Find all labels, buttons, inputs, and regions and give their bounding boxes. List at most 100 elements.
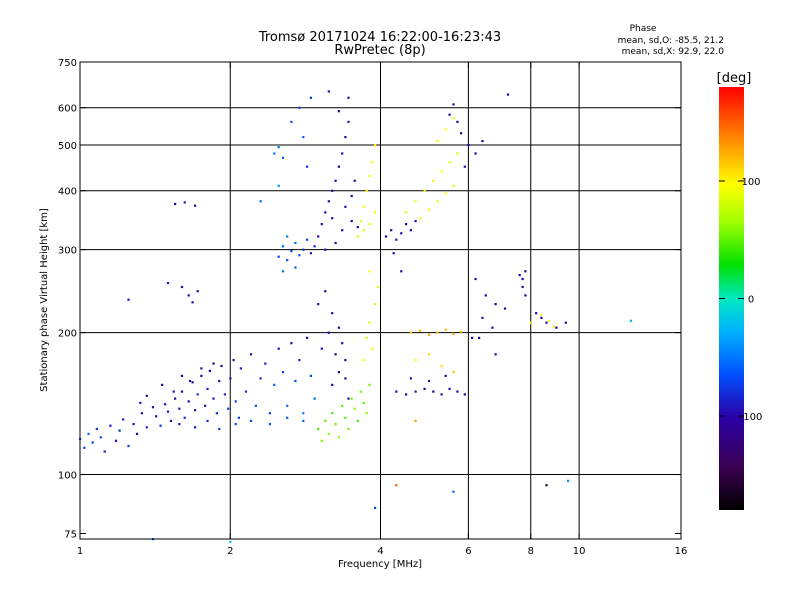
data-point bbox=[478, 336, 481, 339]
data-point bbox=[169, 419, 172, 422]
data-point bbox=[281, 371, 285, 374]
data-point bbox=[127, 444, 130, 448]
data-point bbox=[324, 419, 327, 422]
data-point bbox=[286, 404, 289, 407]
data-point bbox=[521, 285, 524, 289]
data-point bbox=[365, 336, 368, 339]
data-point bbox=[456, 152, 459, 155]
data-point bbox=[83, 446, 86, 449]
data-point bbox=[400, 270, 403, 273]
data-point bbox=[232, 359, 235, 362]
data-point bbox=[313, 245, 316, 248]
data-point bbox=[200, 367, 203, 370]
data-point bbox=[234, 400, 237, 403]
y-tick-label: 300 bbox=[58, 246, 77, 257]
data-point bbox=[249, 419, 253, 422]
data-point bbox=[347, 427, 350, 431]
data-point bbox=[629, 319, 633, 322]
data-point bbox=[91, 441, 94, 444]
data-point bbox=[309, 252, 312, 255]
data-point bbox=[286, 235, 289, 238]
data-point bbox=[463, 165, 466, 168]
data-point bbox=[368, 383, 371, 386]
y-tick-label: 100 bbox=[58, 471, 77, 482]
data-point bbox=[467, 144, 470, 147]
data-point bbox=[331, 383, 334, 386]
data-point bbox=[140, 412, 143, 415]
data-point bbox=[200, 374, 203, 377]
data-point bbox=[122, 418, 125, 421]
data-point bbox=[344, 205, 347, 208]
data-point bbox=[452, 490, 455, 493]
data-point bbox=[419, 217, 422, 220]
data-point bbox=[212, 397, 215, 400]
data-point bbox=[374, 211, 377, 214]
data-point bbox=[552, 325, 556, 328]
data-point bbox=[409, 331, 412, 334]
data-point bbox=[395, 484, 398, 487]
data-point bbox=[452, 117, 455, 120]
data-point bbox=[155, 415, 158, 418]
x-tick-label: 6 bbox=[465, 546, 471, 557]
data-point bbox=[306, 165, 309, 168]
data-point bbox=[452, 371, 455, 374]
data-point bbox=[306, 336, 309, 339]
data-point bbox=[481, 140, 484, 143]
data-point bbox=[302, 412, 305, 415]
data-point bbox=[145, 426, 148, 429]
data-point bbox=[196, 393, 199, 396]
data-point bbox=[491, 326, 494, 329]
data-point bbox=[178, 407, 181, 410]
data-point bbox=[249, 353, 253, 356]
data-point bbox=[347, 120, 350, 123]
colorbar-ticks: 100 0 -100 bbox=[719, 177, 762, 423]
data-point bbox=[320, 439, 323, 442]
data-point bbox=[400, 232, 403, 235]
y-tick-label: 75 bbox=[64, 529, 77, 540]
data-point bbox=[331, 189, 334, 192]
data-point bbox=[440, 393, 443, 396]
data-point bbox=[188, 379, 192, 383]
data-point bbox=[390, 229, 393, 232]
phase-info-o: mean, sd,O: -85.5, 21.2 bbox=[618, 36, 724, 46]
data-point bbox=[166, 281, 170, 285]
data-point bbox=[414, 419, 417, 422]
data-point bbox=[444, 192, 447, 195]
data-point bbox=[324, 290, 327, 293]
data-point bbox=[423, 387, 426, 390]
data-point bbox=[313, 397, 316, 400]
data-point bbox=[196, 290, 199, 293]
data-point bbox=[268, 412, 271, 415]
data-point bbox=[341, 342, 344, 345]
x-tick-label: 4 bbox=[377, 546, 383, 557]
data-point bbox=[118, 429, 121, 432]
data-point bbox=[294, 241, 297, 245]
data-point bbox=[268, 423, 271, 426]
colorbar-label: [deg] bbox=[717, 71, 752, 86]
data-point bbox=[302, 136, 305, 139]
y-tick-label: 400 bbox=[58, 187, 77, 198]
y-tick-label: 200 bbox=[58, 329, 77, 340]
data-point bbox=[414, 200, 417, 203]
data-point bbox=[374, 303, 377, 306]
data-point bbox=[114, 439, 118, 442]
data-point bbox=[452, 332, 455, 335]
data-point bbox=[191, 301, 194, 304]
data-point bbox=[452, 184, 455, 187]
data-point bbox=[427, 353, 431, 356]
data-point bbox=[337, 436, 340, 439]
data-point bbox=[337, 110, 340, 113]
data-point bbox=[234, 423, 237, 426]
data-point bbox=[324, 248, 327, 251]
phase-info-x: mean, sd,X: 92.9, 22.0 bbox=[622, 47, 725, 57]
data-point bbox=[208, 369, 211, 372]
data-point bbox=[436, 140, 439, 143]
data-point bbox=[132, 423, 135, 426]
data-point bbox=[166, 410, 170, 413]
data-point bbox=[344, 359, 347, 362]
data-point bbox=[444, 374, 447, 377]
data-point bbox=[368, 321, 371, 324]
y-tick-label: 500 bbox=[58, 141, 77, 152]
data-point bbox=[174, 202, 177, 206]
data-point bbox=[324, 211, 327, 214]
